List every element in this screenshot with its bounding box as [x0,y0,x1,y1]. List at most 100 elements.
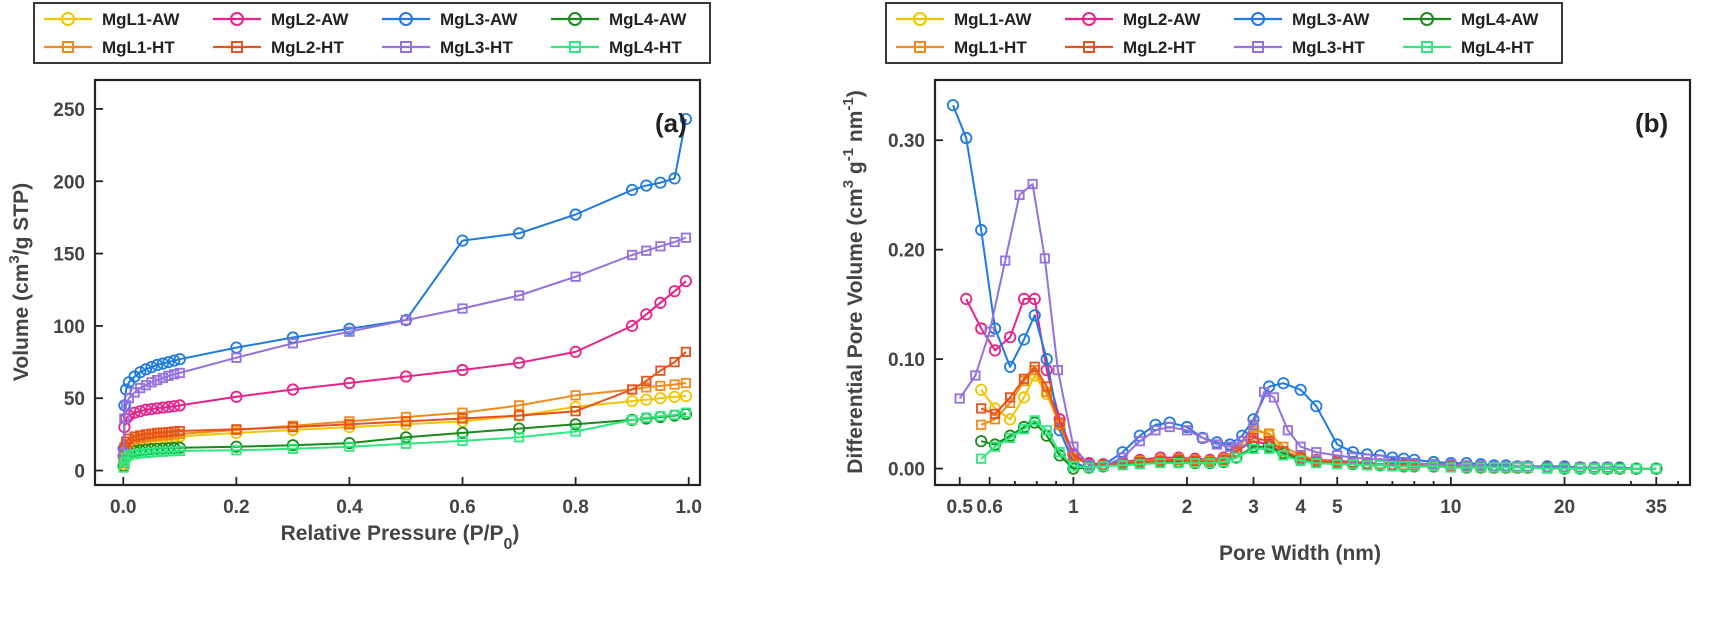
a-legend-marker-7 [569,41,581,53]
b-x-tick-label-6: 5 [1332,497,1343,518]
b-point-7-20 [1278,450,1289,461]
a-legend-text-7: MgL4-HT [609,38,682,57]
a-point-5-22 [655,365,666,376]
a-legend-marker-4 [62,41,74,53]
b-point-0-3 [1017,391,1031,404]
b-point-3-4 [1028,416,1041,429]
b-point-7-5 [1041,425,1052,436]
a-point-7-14 [287,443,299,454]
b-point-2-23 [1277,377,1290,390]
y-axis-title-b-mid: g [844,161,867,180]
a-point-7-21 [641,412,652,423]
b-point-4-0 [976,419,987,430]
b-point-0-2 [1003,413,1017,426]
a-point-1-8 [151,402,164,415]
a-point-1-7 [145,402,158,416]
b-point-6-25 [1311,447,1322,458]
b-point-7-30 [1428,461,1439,472]
x-axis-title-a: Relative Pressure (P/P0) [281,522,520,553]
a-point-0-13 [230,426,243,439]
a-point-7-19 [570,426,581,437]
b-point-7-36 [1512,462,1523,473]
b-legend-marker-7 [1421,41,1433,53]
b-legend-text-2: MgL3-AW [1292,10,1370,29]
b-legend-text-4: MgL1-HT [954,38,1027,57]
b-legend-text-6: MgL3-HT [1292,38,1365,57]
a-point-6-16 [400,314,412,326]
a-point-4-22 [655,380,666,392]
a-point-2-12 [173,353,186,366]
b-point-7-11 [1134,459,1145,470]
a-point-5-14 [287,421,299,433]
a-y-tick-label-4: 200 [53,172,85,193]
b-legend-text-0: MgL1-AW [954,10,1032,29]
a-point-5-8 [152,427,163,439]
a-point-5-11 [169,426,180,437]
a-point-0-22 [654,392,667,405]
b-point-5-0 [976,403,987,414]
a-legend-frame [33,2,711,64]
b-point-6-12 [1134,436,1145,447]
b-point-7-1 [989,441,1001,452]
a-point-7-4 [129,449,140,460]
b-point-1-2 [988,344,1002,357]
a-point-1-9 [156,401,169,414]
a-point-6-11 [169,369,180,380]
a-point-2-5 [134,366,147,379]
a-point-6-3 [123,393,134,404]
b-x-tick-label-5: 4 [1295,497,1306,518]
a-point-7-3 [123,450,134,461]
b-point-7-43 [1614,463,1625,474]
a-series-line-2 [122,118,687,449]
a-point-3-17 [456,426,469,439]
a-point-2-21 [640,179,653,192]
a-point-1-11 [168,400,181,413]
b-x-tick-label-0: 0.5 [947,497,974,518]
b-point-7-31 [1445,462,1456,473]
b-point-7-35 [1500,462,1512,473]
a-point-6-1 [119,413,130,424]
a-point-7-18 [514,432,525,443]
b-point-6-20 [1248,419,1259,430]
a-y-tick-label-0: 0 [74,462,85,483]
b-point-7-7 [1068,461,1079,472]
b-point-7-15 [1204,457,1215,469]
a-point-5-15 [344,419,355,430]
a-point-5-23 [669,356,680,368]
a-point-4-24 [680,377,692,389]
a-point-2-20 [625,183,639,196]
a-point-4-17 [457,407,468,418]
a-legend-text-5: MgL2-HT [271,38,344,57]
a-point-7-7 [146,447,157,458]
a-point-2-6 [139,363,152,376]
b-y-tick-label-1: 0.10 [888,350,925,371]
b-series-line-7 [980,419,1657,470]
b-point-6-30 [1387,455,1398,467]
y-axis-title-a-main: Volume (cm [10,264,33,381]
a-x-tick-label-3: 0.6 [449,497,475,518]
b-point-6-28 [1362,453,1373,464]
a-point-1-23 [668,285,681,298]
b-point-6-4 [1014,189,1025,200]
a-point-1-5 [134,405,147,418]
a-point-1-10 [162,400,175,413]
b-point-2-17 [1196,431,1209,444]
a-legend-marker-0 [61,12,75,26]
b-legend-frame [885,2,1563,64]
b-point-7-16 [1218,456,1229,468]
b-point-5-2 [1005,392,1016,403]
y-axis-title-a: Volume (cm3/g STP) [6,183,33,381]
plot-a-data [117,113,693,473]
b-point-5-18 [1248,432,1259,444]
a-point-3-14 [286,439,299,452]
b-point-7-22 [1311,457,1322,469]
a-legend-text-4: MgL1-HT [102,38,175,57]
a-point-2-8 [151,358,164,371]
a-legend-text-0: MgL1-AW [102,10,180,29]
b-legend-marker-4 [914,41,926,53]
b-x-tick-label-4: 3 [1248,497,1259,518]
b-point-7-2 [1005,432,1016,444]
a-point-1-15 [343,376,356,390]
b-point-5-4 [1029,361,1040,372]
b-x-tick-label-2: 1 [1068,497,1079,518]
